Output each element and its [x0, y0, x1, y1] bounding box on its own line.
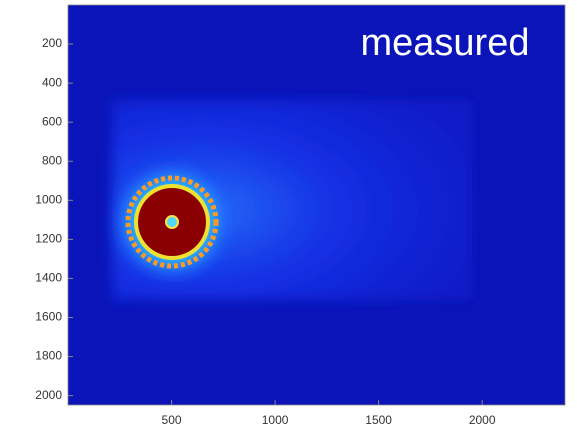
- y-tick-label: 200: [42, 36, 62, 50]
- image: [68, 5, 565, 405]
- y-tick-label: 1800: [35, 349, 62, 363]
- y-tick-label: 800: [42, 153, 62, 167]
- y-tick-label: 1600: [35, 310, 62, 324]
- y-tick-label: 600: [42, 114, 62, 128]
- outer-ring: [125, 175, 219, 269]
- chart-title: measured: [361, 22, 530, 64]
- axes-frame: [67, 4, 566, 406]
- x-tick-label: 2000: [469, 413, 496, 427]
- x-tick-label: 1500: [365, 413, 392, 427]
- y-tick-label: 1400: [35, 271, 62, 285]
- x-tick-label: 500: [162, 413, 182, 427]
- y-tick-label: 400: [42, 75, 62, 89]
- y-tick-label: 1200: [35, 232, 62, 246]
- center-spot: [165, 215, 179, 229]
- y-tick-label: 2000: [35, 388, 62, 402]
- x-tick-label: 1000: [262, 413, 289, 427]
- y-tick-label: 1000: [35, 192, 62, 206]
